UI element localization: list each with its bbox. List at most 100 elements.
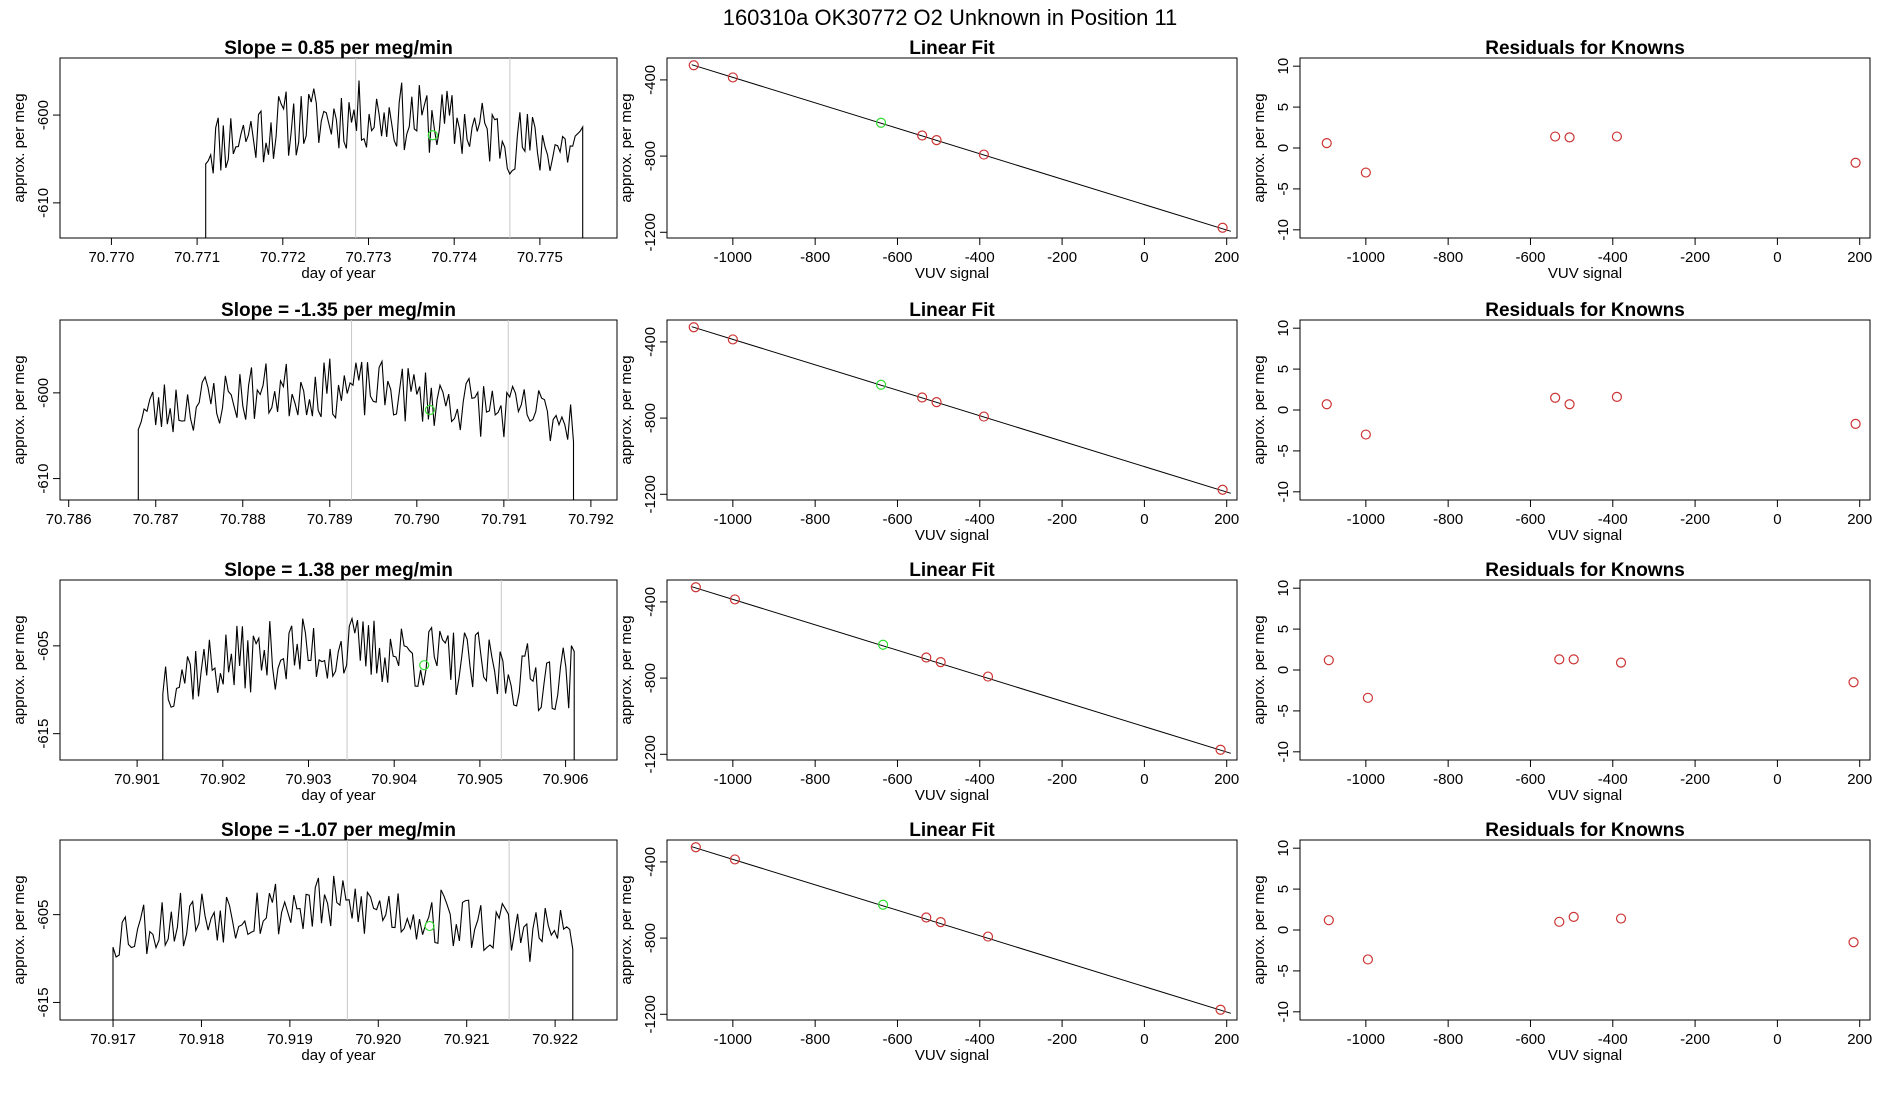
- x-axis-label: VUV signal: [1548, 527, 1622, 544]
- panel-title: Residuals for Knowns: [1485, 560, 1685, 581]
- y-tick-label: -400: [642, 65, 659, 95]
- y-tick-label: -400: [642, 327, 659, 357]
- x-axis-label: VUV signal: [915, 265, 989, 282]
- residual-point: [1321, 137, 1332, 149]
- y-tick-label: -605: [35, 631, 52, 661]
- y-tick-label: -400: [642, 587, 659, 617]
- plot-area: [1321, 131, 1861, 178]
- x-tick-label: -600: [1515, 249, 1545, 266]
- known-point: [688, 60, 699, 71]
- x-tick-label: -800: [1433, 771, 1463, 788]
- residual-point: [1360, 167, 1371, 178]
- residual-point: [1550, 131, 1561, 142]
- x-tick-label: -200: [1047, 511, 1077, 528]
- x-tick-label: 70.917: [90, 1031, 136, 1048]
- fit-line: [691, 586, 1231, 754]
- x-tick-label: 70.906: [543, 771, 589, 788]
- residual-point: [1568, 654, 1579, 665]
- x-tick-label: -800: [800, 511, 830, 528]
- residual-point: [1564, 399, 1575, 410]
- x-tick-label: 70.901: [114, 771, 160, 788]
- y-tick-label: 10: [1275, 840, 1292, 857]
- y-tick-label: -1200: [642, 475, 659, 513]
- known-point: [917, 130, 928, 141]
- x-tick-label: 0: [1140, 771, 1148, 788]
- y-axis-label: approx. per meg: [1251, 93, 1268, 202]
- plot-area: [162, 580, 575, 760]
- x-tick-label: -1000: [1347, 1031, 1385, 1048]
- x-tick-label: 70.904: [371, 771, 417, 788]
- x-tick-label: 70.902: [200, 771, 246, 788]
- residual-point: [1323, 915, 1334, 926]
- x-axis-label: day of year: [301, 787, 375, 804]
- x-tick-label: 70.790: [394, 511, 440, 528]
- plot-frame: [666, 319, 1238, 501]
- residual-point: [1611, 391, 1622, 403]
- panel-timeseries-4: Slope = -1.07 per meg/min 70.917 70.918 70.…: [11, 820, 618, 1064]
- known-point: [931, 134, 942, 146]
- signal-trace: [205, 80, 584, 238]
- x-tick-label: -400: [1598, 249, 1628, 266]
- x-tick-label: -1000: [714, 771, 752, 788]
- x-tick-label: -200: [1680, 511, 1710, 528]
- y-axis-label: approx. per meg: [11, 615, 28, 724]
- x-tick-label: 200: [1847, 1031, 1872, 1048]
- known-point: [690, 842, 701, 853]
- x-axis-label: VUV signal: [1548, 787, 1622, 804]
- plot-area: [137, 320, 575, 500]
- y-tick-label: 0: [1275, 144, 1292, 152]
- residual-point: [1323, 655, 1334, 666]
- x-axis-label: VUV signal: [915, 787, 989, 804]
- x-tick-label: -200: [1680, 1031, 1710, 1048]
- residual-point: [1568, 911, 1579, 923]
- y-axis-label: approx. per meg: [618, 875, 635, 984]
- y-axis-label: approx. per meg: [1251, 875, 1268, 984]
- y-axis-label: approx. per meg: [11, 875, 28, 984]
- panel-residuals-2: Residuals for Knowns-1000 -800 -600 -400 -20…: [1251, 300, 1872, 544]
- x-tick-label: -600: [882, 249, 912, 266]
- residual-point: [1850, 418, 1861, 430]
- panel-title: Slope = -1.35 per meg/min: [221, 300, 456, 321]
- plot-frame: [59, 319, 618, 501]
- plot-frame: [1299, 579, 1871, 761]
- x-tick-label: 70.788: [220, 511, 266, 528]
- y-axis-label: approx. per meg: [1251, 355, 1268, 464]
- unknown-point: [875, 379, 887, 390]
- y-axis-label: approx. per meg: [11, 355, 28, 464]
- panels: Slope = 0.85 per meg/min 70.770 70.771 70.7…: [11, 38, 1872, 1064]
- plot-frame: [59, 57, 618, 239]
- x-tick-label: -200: [1047, 771, 1077, 788]
- signal-trace: [112, 875, 574, 1020]
- x-tick-label: 200: [1847, 249, 1872, 266]
- known-point: [921, 652, 932, 663]
- x-tick-label: 0: [1773, 511, 1781, 528]
- unknown-point: [424, 404, 435, 416]
- y-tick-label: -800: [642, 141, 659, 171]
- y-tick-label: -600: [35, 100, 52, 130]
- known-point: [727, 72, 738, 83]
- panel-title: Linear Fit: [909, 300, 995, 321]
- known-point: [688, 322, 699, 333]
- x-tick-label: -600: [882, 511, 912, 528]
- plot-area: [690, 582, 1231, 755]
- x-tick-label: -600: [882, 771, 912, 788]
- residual-point: [1362, 692, 1374, 703]
- x-tick-label: 200: [1214, 1031, 1239, 1048]
- panel-timeseries-2: Slope = -1.35 per meg/min 70.786 70.787 70.…: [11, 300, 618, 528]
- panel-fit-4: Linear Fit -1000 -800 -600 -400 -200 0 200 -400 -…: [618, 820, 1239, 1064]
- x-tick-label: -400: [965, 1031, 995, 1048]
- residual-point: [1850, 157, 1861, 168]
- x-tick-label: 0: [1773, 771, 1781, 788]
- y-tick-label: -400: [642, 847, 659, 877]
- residual-point: [1360, 429, 1371, 440]
- x-tick-label: 70.774: [431, 249, 477, 266]
- panel-residuals-3: Residuals for Knowns-1000 -800 -600 -400 -20…: [1251, 560, 1872, 804]
- panel-fit-1: Linear Fit -1000 -800 -600 -400 -200 0 200 -400 -…: [618, 38, 1239, 282]
- panel-title: Linear Fit: [909, 820, 995, 841]
- x-axis-label: VUV signal: [1548, 1047, 1622, 1064]
- y-tick-label: -10: [1275, 481, 1292, 503]
- plot-area: [205, 58, 584, 238]
- y-tick-label: -10: [1275, 219, 1292, 241]
- x-tick-label: -800: [1433, 1031, 1463, 1048]
